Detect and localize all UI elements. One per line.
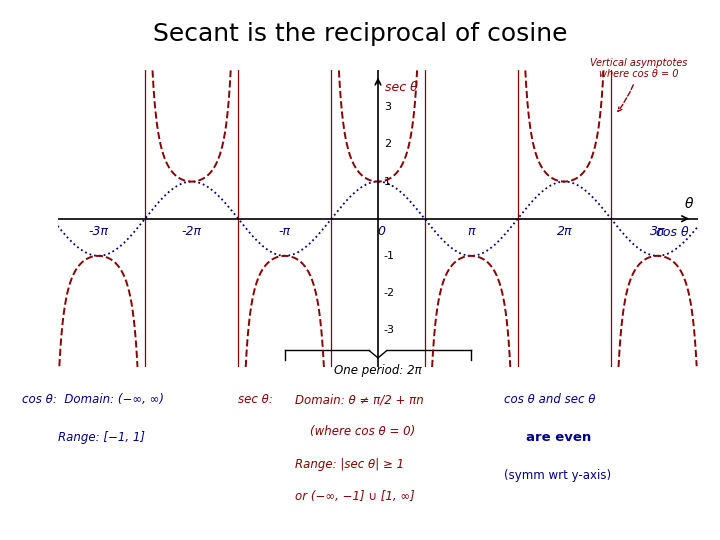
Text: 2π: 2π [557, 225, 572, 238]
Text: 3: 3 [384, 102, 391, 112]
Text: 0: 0 [377, 225, 386, 238]
Text: θ: θ [685, 197, 693, 211]
Text: π: π [467, 225, 475, 238]
Text: cos θ: cos θ [656, 226, 689, 239]
Text: (where cos θ = 0): (where cos θ = 0) [310, 426, 415, 438]
Text: -3: -3 [384, 325, 395, 335]
Text: -2: -2 [384, 288, 395, 298]
Text: cos θ:  Domain: (−∞, ∞): cos θ: Domain: (−∞, ∞) [22, 393, 163, 406]
Text: Range: |sec θ| ≥ 1: Range: |sec θ| ≥ 1 [295, 458, 405, 471]
Text: One period: 2π: One period: 2π [334, 364, 422, 377]
Text: Domain: θ ≠ π/2 + πn: Domain: θ ≠ π/2 + πn [295, 393, 424, 406]
Text: are even: are even [526, 431, 591, 444]
Text: -2π: -2π [181, 225, 202, 238]
Text: (symm wrt y-axis): (symm wrt y-axis) [504, 469, 611, 482]
Text: Range: [−1, 1]: Range: [−1, 1] [58, 431, 145, 444]
Text: -1: -1 [384, 251, 395, 261]
Text: cos θ and sec θ: cos θ and sec θ [504, 393, 595, 406]
Text: 1: 1 [384, 177, 391, 187]
Text: sec θ:: sec θ: [238, 393, 272, 406]
Text: 3π: 3π [650, 225, 665, 238]
Text: -π: -π [279, 225, 291, 238]
Text: or (−∞, −1] ∪ [1, ∞]: or (−∞, −1] ∪ [1, ∞] [295, 490, 415, 503]
Text: 2: 2 [384, 139, 391, 150]
Text: Secant is the reciprocal of cosine: Secant is the reciprocal of cosine [153, 22, 567, 45]
Text: sec θ: sec θ [385, 80, 418, 93]
Text: -3π: -3π [89, 225, 109, 238]
Text: Vertical asymptotes
where cos θ = 0: Vertical asymptotes where cos θ = 0 [590, 58, 688, 111]
